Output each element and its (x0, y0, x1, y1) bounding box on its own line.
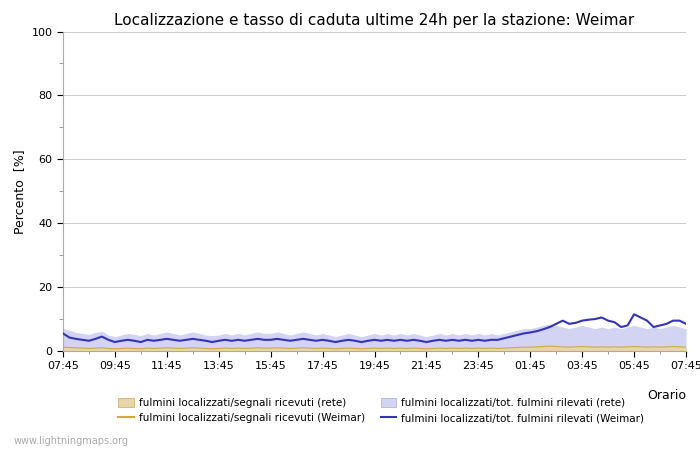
Text: Orario: Orario (647, 389, 686, 402)
Title: Localizzazione e tasso di caduta ultime 24h per la stazione: Weimar: Localizzazione e tasso di caduta ultime … (114, 13, 635, 27)
Legend: fulmini localizzati/segnali ricevuti (rete), fulmini localizzati/segnali ricevut: fulmini localizzati/segnali ricevuti (re… (118, 398, 645, 423)
Y-axis label: Percento  [%]: Percento [%] (13, 149, 26, 234)
Text: www.lightningmaps.org: www.lightningmaps.org (14, 436, 129, 446)
